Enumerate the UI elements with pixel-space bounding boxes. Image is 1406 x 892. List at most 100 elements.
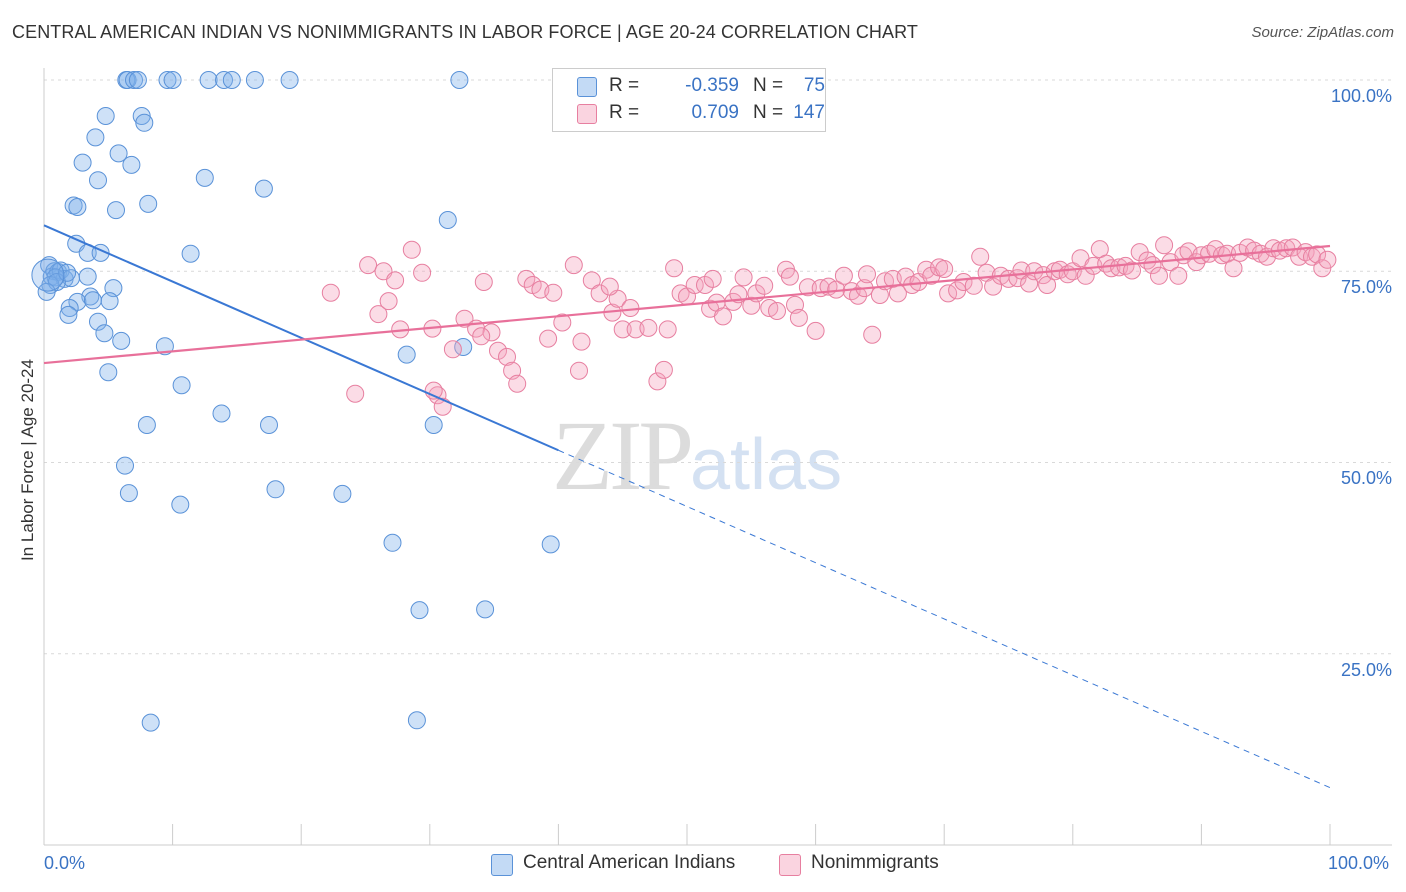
point-nonimmigrants-114: [1155, 236, 1174, 255]
point-central-american-indians-62: [424, 416, 443, 434]
point-nonimmigrants-84: [954, 273, 973, 291]
point-central-american-indians-73: [407, 711, 426, 730]
point-nonimmigrants-96: [1038, 276, 1057, 294]
point-central-american-indians-23: [68, 198, 87, 216]
point-nonimmigrants-40: [648, 372, 667, 391]
point-central-american-indians-42: [78, 267, 97, 286]
point-central-american-indians-50: [59, 305, 78, 324]
point-nonimmigrants-138: [1308, 245, 1327, 264]
point-nonimmigrants-113: [1150, 266, 1168, 285]
point-nonimmigrants-2: [369, 305, 388, 324]
point-nonimmigrants-5: [386, 271, 405, 290]
legend-n-label: N =: [753, 102, 784, 123]
legend-r-value: -0.359: [685, 75, 739, 96]
trend-line-central-american-indians-extrapolated: [558, 449, 1331, 789]
point-nonimmigrants-0: [321, 283, 340, 302]
point-central-american-indians-12: [96, 107, 115, 125]
point-nonimmigrants-58: [768, 302, 786, 320]
point-central-american-indians-15: [86, 128, 105, 147]
point-nonimmigrants-20: [498, 347, 516, 366]
point-central-american-indians-cluster: [31, 258, 65, 292]
point-nonimmigrants-8: [413, 263, 432, 282]
point-nonimmigrants-39: [639, 318, 658, 337]
legend-label: Nonimmigrants: [811, 852, 939, 873]
legend-swatch-blue: [491, 854, 513, 876]
point-nonimmigrants-142: [600, 277, 619, 296]
source-label: Source: ZipAtlas.com: [1251, 24, 1394, 41]
point-central-american-indians-47: [100, 292, 119, 311]
data-points: [31, 71, 1337, 732]
watermark: ZIPatlas: [552, 405, 842, 506]
point-central-american-indians-52: [95, 324, 114, 343]
point-central-american-indians-20: [89, 171, 107, 190]
point-central-american-indians-72: [141, 713, 160, 732]
point-central-american-indians-7: [215, 71, 233, 89]
point-central-american-indians-6: [199, 71, 218, 89]
grid-lines: [44, 79, 1392, 655]
point-nonimmigrants-41: [654, 360, 673, 379]
point-central-american-indians-48: [60, 299, 79, 317]
point-nonimmigrants-71: [863, 325, 882, 344]
point-central-american-indians-58: [172, 376, 191, 395]
point-central-american-indians-57: [99, 363, 118, 382]
point-nonimmigrants-36: [613, 320, 632, 339]
point-nonimmigrants-67: [834, 266, 853, 285]
point-nonimmigrants-15: [455, 309, 474, 328]
point-nonimmigrants-144: [780, 267, 799, 286]
point-central-american-indians-11: [450, 71, 469, 89]
point-central-american-indians-70: [410, 601, 429, 620]
point-central-american-indians-9: [245, 71, 264, 89]
watermark-zip: ZIP: [552, 400, 694, 511]
point-central-american-indians-59: [212, 404, 231, 423]
point-central-american-indians-1: [118, 71, 137, 89]
y-tick-label-100: 100.0%: [1330, 86, 1392, 106]
point-nonimmigrants-69: [849, 286, 867, 305]
point-nonimmigrants-50: [714, 307, 732, 326]
point-nonimmigrants-30: [570, 361, 588, 380]
point-nonimmigrants-43: [665, 259, 684, 278]
point-central-american-indians-71: [476, 600, 495, 619]
point-central-american-indians-21: [254, 179, 273, 198]
point-nonimmigrants-1: [359, 256, 378, 275]
point-nonimmigrants-125: [1224, 259, 1243, 278]
legend-n-value: 147: [793, 102, 825, 123]
point-central-american-indians-53: [112, 331, 131, 350]
point-central-american-indians-63: [116, 456, 134, 475]
point-nonimmigrants-109: [1123, 261, 1141, 280]
point-central-american-indians-61: [260, 416, 278, 434]
legend-swatch-pink: [779, 854, 801, 876]
trend-line-central-american-indians: [43, 224, 559, 452]
point-central-american-indians-10: [280, 71, 299, 89]
point-nonimmigrants-17: [474, 273, 493, 291]
point-nonimmigrants-13: [346, 384, 365, 403]
legend-swatch-blue: [577, 77, 597, 97]
point-nonimmigrants-106: [1102, 259, 1121, 278]
point-central-american-indians-16: [109, 144, 128, 163]
point-central-american-indians-13: [132, 107, 151, 125]
point-nonimmigrants-7: [402, 240, 421, 259]
point-nonimmigrants-18: [482, 323, 501, 342]
point-nonimmigrants-85: [964, 276, 983, 295]
point-nonimmigrants-139: [1313, 259, 1332, 278]
point-central-american-indians-60: [137, 416, 156, 434]
point-central-american-indians-64: [119, 484, 138, 503]
watermark-atlas: atlas: [690, 425, 843, 505]
point-central-american-indians-54: [155, 337, 174, 356]
point-central-american-indians-24: [139, 194, 158, 213]
point-central-american-indians-17: [73, 153, 92, 172]
point-nonimmigrants-146: [935, 260, 954, 278]
point-nonimmigrants-42: [658, 320, 677, 339]
point-nonimmigrants-33: [590, 284, 609, 303]
point-nonimmigrants-143: [703, 269, 722, 288]
point-central-american-indians-14: [135, 113, 154, 132]
legend-r-label: R =: [609, 75, 640, 96]
point-nonimmigrants-86: [971, 247, 990, 266]
point-nonimmigrants-62: [798, 278, 817, 297]
point-central-american-indians-28: [181, 244, 200, 263]
point-central-american-indians-67: [333, 484, 352, 503]
legend-n-value: 75: [803, 75, 825, 96]
chart-title: CENTRAL AMERICAN INDIAN VS NONIMMIGRANTS…: [12, 22, 918, 42]
point-nonimmigrants-31: [572, 332, 591, 351]
point-nonimmigrants-4: [379, 292, 398, 311]
